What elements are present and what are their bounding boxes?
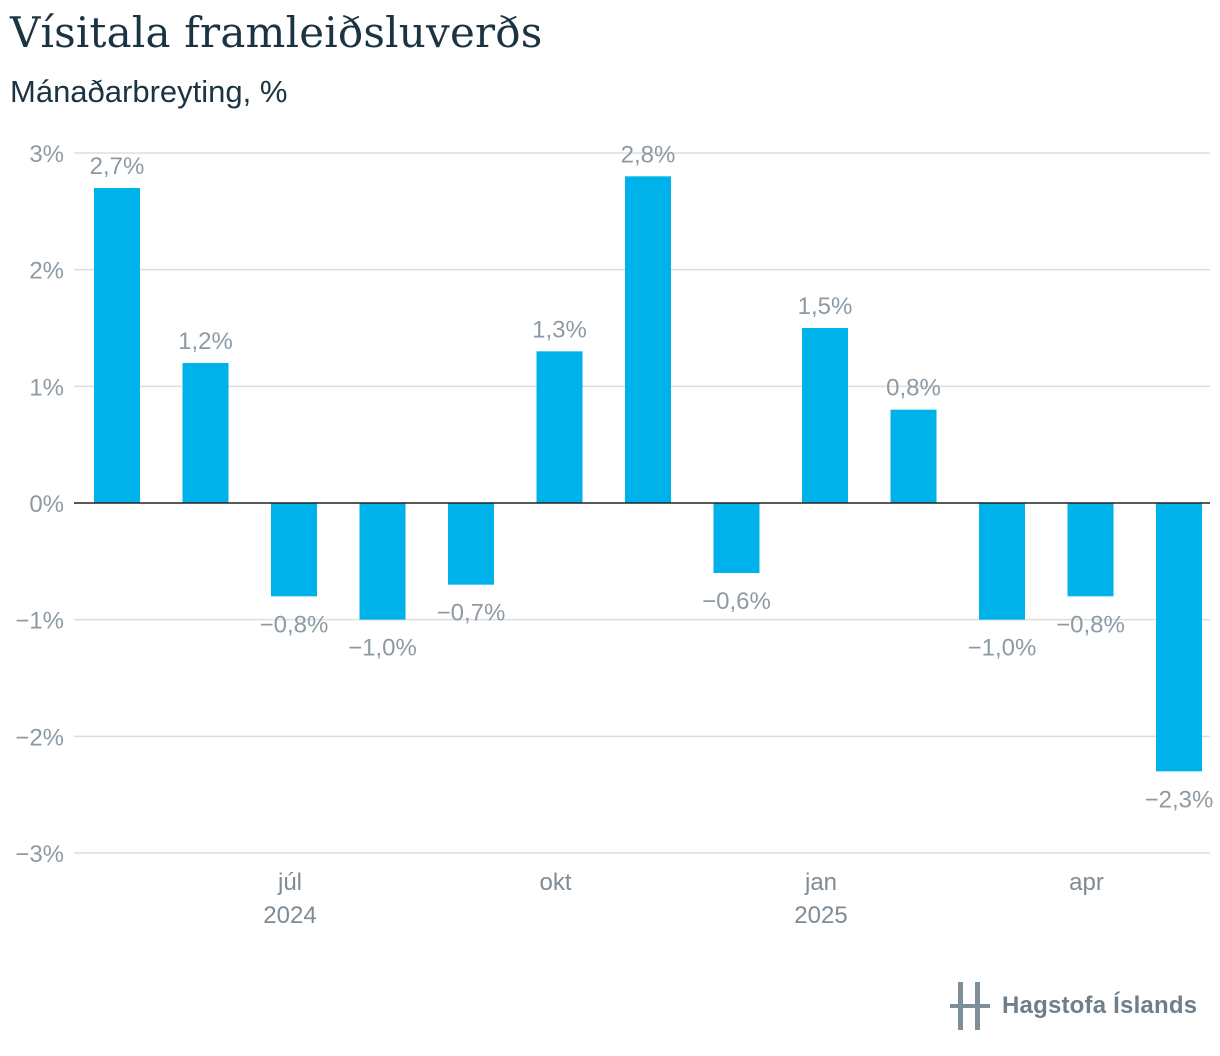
x-tick-label: apr — [1069, 869, 1104, 896]
bar — [182, 363, 229, 503]
data-label: −0,8% — [1056, 611, 1125, 638]
brand-name: Hagstofa Íslands — [1002, 992, 1198, 1019]
brand-logo: Hagstofa Íslands — [950, 980, 1197, 1032]
data-label: −1,0% — [968, 635, 1037, 662]
bar — [271, 503, 317, 597]
y-tick-label: −3% — [15, 841, 64, 868]
bar — [448, 503, 494, 585]
data-label: 0,8% — [886, 375, 941, 402]
y-tick-label: 1% — [29, 374, 64, 401]
data-label: −0,7% — [437, 600, 506, 627]
bar — [625, 176, 671, 504]
bar — [1067, 503, 1114, 597]
x-tick-year-label: 2025 — [794, 902, 847, 929]
x-tick-label: júl — [277, 869, 302, 896]
data-label: −0,8% — [260, 611, 329, 638]
bar — [890, 409, 937, 503]
data-label: 1,3% — [532, 316, 587, 343]
data-label: −2,3% — [1145, 786, 1214, 813]
y-tick-label: 2% — [29, 258, 64, 285]
y-tick-label: −2% — [15, 724, 64, 751]
hagstofa-logo-icon — [950, 982, 990, 1030]
chart-title: Vísitala framleiðsluverðs — [10, 8, 543, 57]
x-tick-label: jan — [804, 869, 837, 896]
y-tick-label: 0% — [29, 491, 64, 518]
chart-subtitle: Mánaðarbreyting, % — [10, 74, 288, 109]
bar — [1156, 503, 1202, 772]
data-label: 1,2% — [178, 328, 233, 355]
y-tick-label: −1% — [15, 608, 64, 635]
bar — [802, 328, 848, 503]
bar — [979, 503, 1025, 620]
y-tick-label: 3% — [29, 141, 64, 168]
x-tick-year-label: 2024 — [263, 902, 316, 929]
bar — [713, 503, 760, 573]
bar-chart: 3% 2% 1% 0% −1% −2% −3% 2,7% 1,2% −0,8% −1,0% −0,7%… — [15, 141, 1214, 929]
data-label: −1,0% — [348, 635, 417, 662]
data-label: 2,8% — [621, 141, 676, 168]
data-label: 1,5% — [798, 293, 853, 320]
bar — [536, 351, 583, 503]
bar — [94, 188, 140, 503]
data-label: −0,6% — [702, 588, 771, 615]
data-label: 2,7% — [90, 153, 145, 180]
x-tick-label: okt — [539, 869, 571, 896]
bar — [359, 503, 406, 620]
